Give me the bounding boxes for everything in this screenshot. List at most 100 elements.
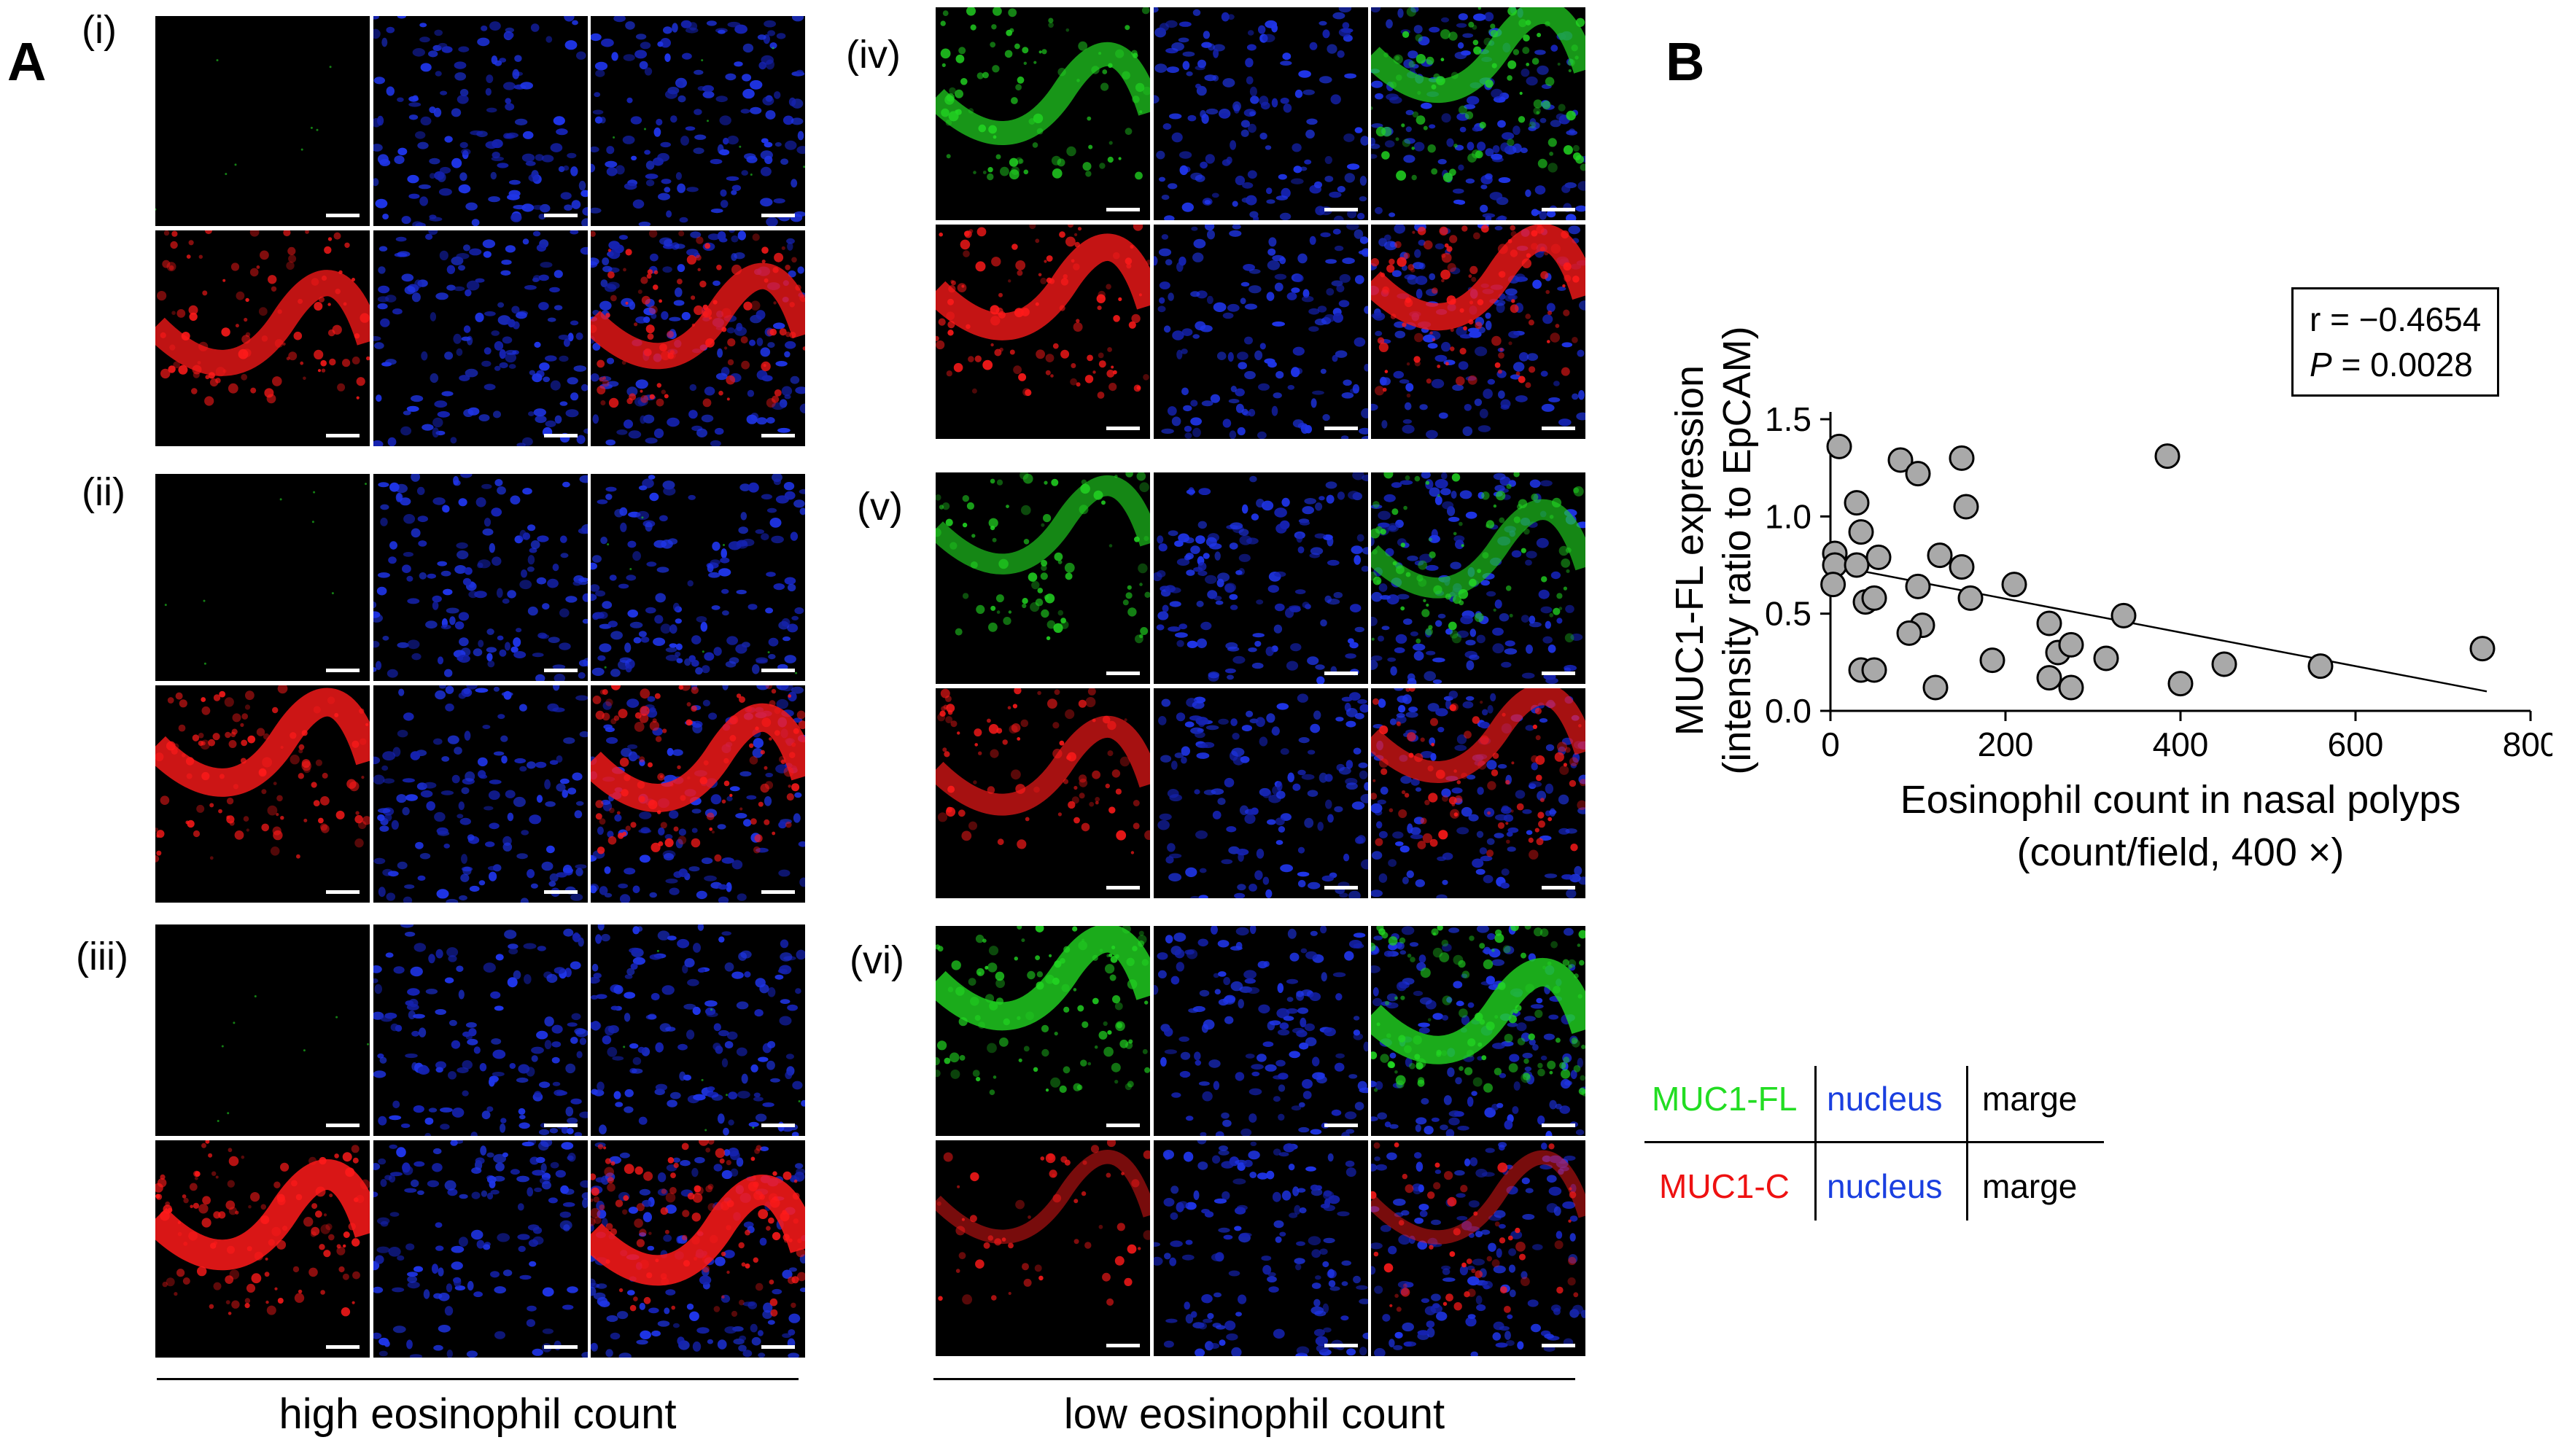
stats-box: r = −0.4654 P = 0.0028 <box>2291 287 2500 397</box>
scale-bar <box>1542 1344 1575 1347</box>
scale-bar <box>326 890 360 894</box>
micrograph-tile <box>373 685 588 903</box>
micrograph-tile <box>1154 225 1368 439</box>
y-axis-label-line2: (intensity ratio to EpCAM) <box>1715 326 1759 774</box>
data-point <box>1949 445 1975 471</box>
legend-merge-2: marge <box>1982 1167 2078 1205</box>
data-point <box>2307 653 2334 680</box>
data-point <box>2154 443 2180 470</box>
micrograph-tile <box>373 924 588 1136</box>
micrograph-tile <box>936 7 1150 220</box>
scale-bar <box>761 890 795 894</box>
data-point <box>1957 585 1984 611</box>
high-group-label: high eosinophil count <box>279 1390 677 1438</box>
low-group-label: low eosinophil count <box>1063 1390 1445 1438</box>
data-point <box>2058 674 2084 701</box>
micrograph-tile <box>591 474 805 681</box>
x-tick-label: 800 <box>2503 725 2552 763</box>
y-tick-label: 1.5 <box>1765 400 1811 438</box>
y-tick-label: 1.0 <box>1765 497 1811 535</box>
data-point <box>1905 461 1931 487</box>
data-point <box>2001 572 2027 598</box>
legend-nucleus-1: nucleus <box>1827 1080 1943 1118</box>
scale-bar <box>544 669 578 672</box>
micrograph-tile <box>155 16 370 226</box>
scale-bar <box>761 434 795 437</box>
micrograph-tile <box>155 685 370 903</box>
micrograph-tile <box>1371 225 1585 439</box>
scale-bar <box>1106 671 1140 675</box>
scale-bar <box>1324 427 1358 430</box>
micrograph-tile <box>1371 472 1585 684</box>
legend-vline-1 <box>1814 1066 1817 1221</box>
micrograph-tile <box>591 924 805 1136</box>
legend-nucleus-2: nucleus <box>1827 1167 1943 1205</box>
data-point <box>1979 647 2005 674</box>
scale-bar <box>326 669 360 672</box>
scale-bar <box>544 434 578 437</box>
scale-bar <box>1542 886 1575 889</box>
scale-bar <box>1324 1124 1358 1127</box>
x-tick-label: 400 <box>2153 725 2209 763</box>
micrograph-tile <box>373 16 588 226</box>
panel-a-letter: A <box>7 31 47 92</box>
micrograph-tile <box>1154 7 1368 220</box>
x-tick-label: 600 <box>2328 725 2384 763</box>
scale-bar <box>1542 427 1575 430</box>
legend-stain-2: MUC1-C <box>1659 1167 1790 1205</box>
x-axis-label-line2: (count/field, 400 ×) <box>2017 830 2345 874</box>
scale-bar <box>761 214 795 217</box>
x-axis-label-line1: Eosinophil count in nasal polyps <box>1900 778 2461 822</box>
data-point <box>1927 542 1953 569</box>
scale-bar <box>761 1124 795 1127</box>
scale-bar <box>1106 886 1140 889</box>
data-point <box>1861 657 1887 683</box>
micrograph-tile <box>1371 1140 1585 1356</box>
low-group-line <box>933 1378 1575 1380</box>
y-axis-label-line1: MUC1-FL expression <box>1668 365 1712 736</box>
micrograph-tile <box>591 1140 805 1358</box>
data-point <box>1820 572 1846 598</box>
data-point <box>2469 636 2496 662</box>
scale-bar <box>761 1345 795 1349</box>
data-point <box>1848 519 1874 545</box>
data-point <box>1949 554 1975 580</box>
data-point <box>2036 610 2062 636</box>
legend-merge-1: marge <box>1982 1080 2078 1118</box>
scale-bar <box>1542 671 1575 675</box>
data-point <box>1905 573 1931 599</box>
label-iv: (iv) <box>846 33 901 77</box>
scale-bar <box>544 1345 578 1349</box>
micrograph-tile <box>1154 688 1368 898</box>
data-point <box>2036 665 2062 691</box>
x-tick-label: 200 <box>1978 725 2034 763</box>
micrograph-tile <box>373 474 588 681</box>
stats-p-symbol: P <box>2310 346 2332 384</box>
regression-line <box>1830 564 2488 693</box>
data-point <box>1844 552 1870 578</box>
micrograph-tile <box>936 472 1150 684</box>
scale-bar <box>1324 208 1358 211</box>
label-i: (i) <box>82 8 117 52</box>
y-tick-label: 0.0 <box>1765 692 1811 730</box>
micrograph-tile <box>1371 7 1585 220</box>
micrograph-tile <box>1154 926 1368 1136</box>
stats-p-value: = 0.0028 <box>2331 346 2473 384</box>
scale-bar <box>1106 1344 1140 1347</box>
scale-bar <box>1324 1344 1358 1347</box>
scale-bar <box>326 1124 360 1127</box>
micrograph-tile <box>373 1140 588 1358</box>
data-point <box>2211 651 2237 677</box>
scatter-svg: 0 200 400 600 800 0.0 0.5 1.0 1.5 Eosinophil coun… <box>1668 326 2558 874</box>
micrograph-tile <box>1371 688 1585 898</box>
data-point <box>2167 671 2194 697</box>
scale-bar <box>544 1124 578 1127</box>
scale-bar <box>1324 886 1358 889</box>
micrograph-tile <box>591 230 805 446</box>
scale-bar <box>326 1345 360 1349</box>
scale-bar <box>761 669 795 672</box>
label-vi: (vi) <box>850 938 904 982</box>
micrograph-tile <box>1154 472 1368 684</box>
micrograph-tile <box>155 230 370 446</box>
data-point <box>1953 494 1979 520</box>
